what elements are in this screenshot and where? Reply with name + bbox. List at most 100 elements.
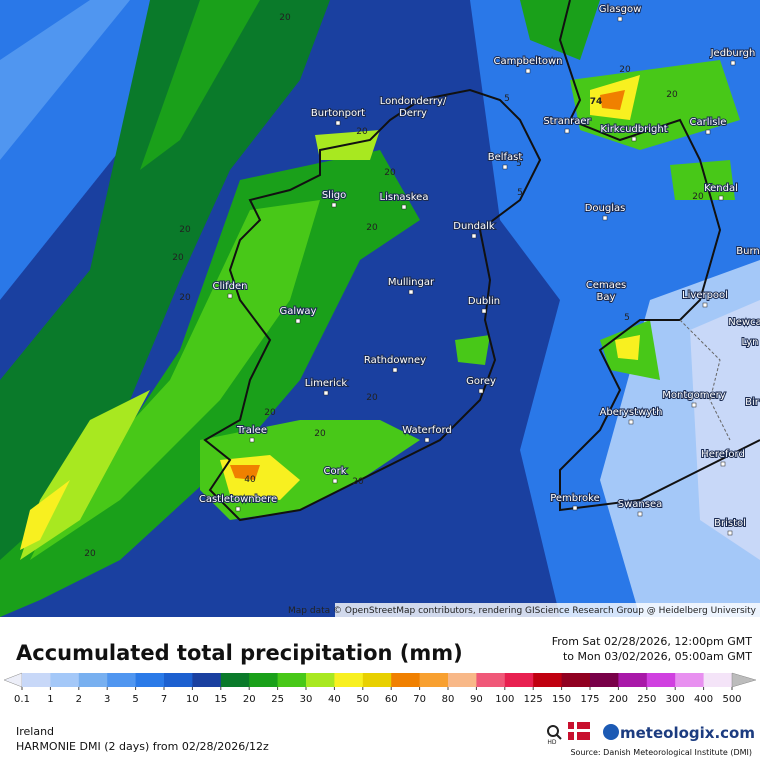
place-label: Campbeltown (493, 56, 562, 67)
place-dot (637, 511, 643, 517)
place-label: Bristol (714, 518, 746, 529)
place-dot (331, 202, 337, 208)
legend-tick-label: 400 (694, 694, 713, 705)
place-dot (471, 233, 477, 239)
legend-tick-label: 60 (385, 694, 398, 705)
legend-cell (249, 673, 279, 687)
legend-tick-label: 500 (722, 694, 741, 705)
contour-labels: 20 20 20 20 20 20 20 20 20 20 20 20 20 20 20 5 5 5 5 74 40 (84, 13, 704, 559)
legend-cell (448, 673, 477, 687)
legend-cell (675, 673, 705, 687)
place-dot (564, 128, 570, 134)
place-label: Kirkcudbright (600, 124, 667, 135)
legend-tick-label: 3 (104, 694, 110, 705)
legend-cell (22, 673, 51, 687)
place-dot (408, 289, 414, 295)
place-dot (617, 16, 623, 22)
place-dot (502, 164, 508, 170)
place-label: Jedburgh (710, 48, 756, 59)
place-label: Montgomery (662, 390, 725, 401)
legend-tick-label: 30 (300, 694, 313, 705)
valid-to: to Mon 03/02/2026, 05:00am GMT (563, 650, 752, 663)
legend-cell (306, 673, 335, 687)
contour-label: 20 (279, 13, 291, 23)
brand: meteologix.com (620, 724, 755, 742)
place-label: Douglas (585, 203, 626, 214)
legend-tick-label: 150 (552, 694, 571, 705)
place-label: Bir (745, 397, 760, 408)
place-label: Gorey (466, 376, 496, 387)
place-label: Stranraer (543, 116, 591, 127)
legend-tick-label: 50 (356, 694, 369, 705)
contour-label: 20 (666, 90, 678, 100)
place-dot (424, 437, 430, 443)
contour-label: 40 (244, 475, 256, 485)
legend-tick-label: 175 (580, 694, 599, 705)
place-label: Glasgow (599, 4, 642, 15)
place-label: Mullingar (388, 277, 435, 288)
contour-label: 20 (366, 393, 378, 403)
valid-from: From Sat 02/28/2026, 12:00pm GMT (552, 635, 753, 648)
place-label: Liverpool (682, 290, 728, 301)
place-dot (235, 506, 241, 512)
legend-cell (164, 673, 193, 687)
contour-label: 20 (172, 253, 184, 263)
legend-cell (50, 673, 80, 687)
legend-cell (135, 673, 165, 687)
model-run: HARMONIE DMI (2 days) from 02/28/2026/12… (16, 740, 269, 753)
legend-tick-label: 7 (161, 694, 167, 705)
contour-label: 20 (384, 168, 396, 178)
place-label: Londonderry/ (380, 96, 447, 107)
region: Ireland (16, 725, 54, 738)
place-label: Belfast (488, 152, 523, 163)
place-dot (481, 308, 487, 314)
place-dot (730, 60, 736, 66)
attribution-bg (335, 603, 760, 617)
legend-cell (78, 673, 108, 687)
legend-cell (646, 673, 676, 687)
place-dot (727, 530, 733, 536)
legend-tick-label: 25 (271, 694, 284, 705)
legend-tick-label: 70 (413, 694, 426, 705)
place-label: Cemaes (586, 280, 626, 291)
legend-tick-label: 125 (524, 694, 543, 705)
legend-cell (419, 673, 449, 687)
legend-tick-label: 200 (609, 694, 628, 705)
place-label: Waterford (402, 425, 451, 436)
legend-cell (533, 673, 563, 687)
logo: HD meteologix.com (547, 722, 755, 746)
legend-cell (277, 673, 307, 687)
place-label: Galway (280, 306, 317, 317)
place-label: Clifden (213, 281, 248, 292)
place-label: Lyn (742, 337, 759, 348)
legend-cell (476, 673, 506, 687)
contour-label: 5 (517, 188, 523, 198)
place-label: Castletownbere (199, 494, 277, 505)
place-label: Lisnaskea (380, 192, 429, 203)
attribution: Map data © OpenStreetMap contributors, r… (288, 606, 757, 616)
contour-label: 20 (264, 408, 276, 418)
place-dot (295, 318, 301, 324)
contour-label: 20 (352, 477, 364, 487)
source: Source: Danish Meteorological Institute … (570, 748, 752, 757)
place-dot (249, 437, 255, 443)
legend-cell (362, 673, 392, 687)
legend-cell (334, 673, 364, 687)
legend: 0.1 1 2 3 5 7 10 15 20 25 30 40 50 60 70 80 90 100 125 150 1… (3, 672, 757, 705)
place-label: Hereford (701, 449, 745, 460)
legend-cell (107, 673, 137, 687)
legend-cell (391, 673, 421, 687)
legend-arrow-right (731, 672, 757, 688)
contour-label: 20 (692, 192, 704, 202)
place-dot (323, 390, 329, 396)
place-dot (691, 402, 697, 408)
place-labels: Glasgow Campbeltown Jedburgh Londonderry/De… (198, 3, 760, 536)
place-label: Bay (597, 292, 616, 303)
legend-tick-label: 2 (76, 694, 82, 705)
place-label: Newca (728, 317, 760, 328)
contour-label: 5 (504, 94, 510, 104)
title: Accumulated total precipitation (mm) (16, 641, 463, 665)
contour-label: 20 (314, 429, 326, 439)
place-dot (705, 129, 711, 135)
